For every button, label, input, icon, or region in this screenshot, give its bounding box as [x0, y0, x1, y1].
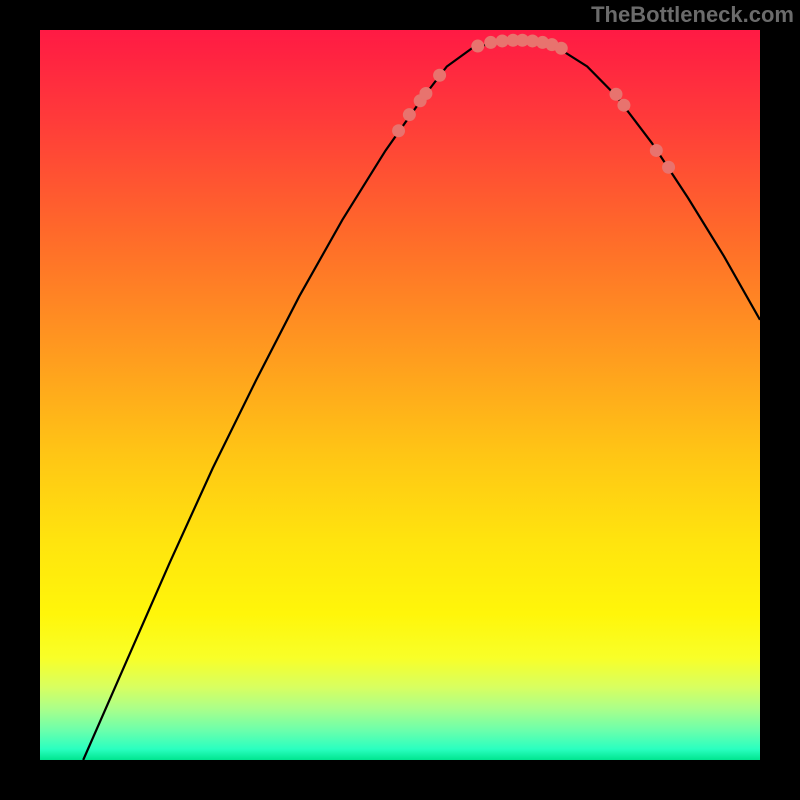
curve-marker: [555, 42, 568, 55]
curve-marker: [650, 144, 663, 157]
curve-marker: [419, 87, 432, 100]
curve-marker: [484, 36, 497, 49]
curve-marker: [609, 88, 622, 101]
curve-marker: [617, 99, 630, 112]
curve-marker: [471, 40, 484, 53]
chart-curve-layer: [40, 30, 760, 760]
curve-marker: [403, 108, 416, 121]
curve-markers: [392, 34, 675, 174]
watermark-text: TheBottleneck.com: [591, 2, 794, 28]
curve-marker: [392, 124, 405, 137]
chart-container: [40, 30, 760, 760]
curve-marker: [662, 161, 675, 174]
curve-marker: [433, 69, 446, 82]
